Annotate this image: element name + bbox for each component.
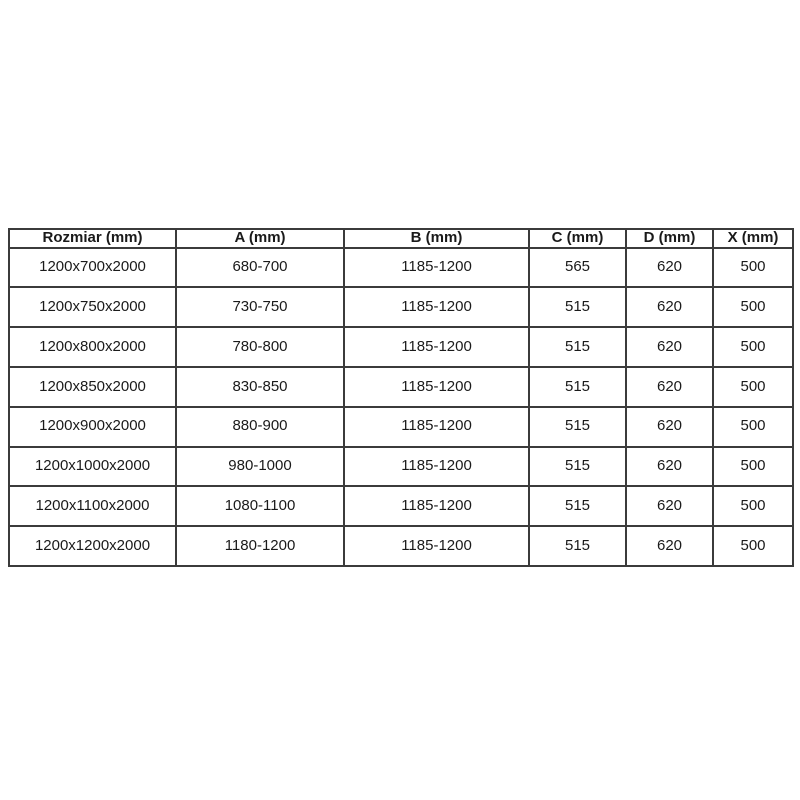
table-cell: 515 [528, 445, 627, 488]
table-cell: 1180-1200 [175, 525, 345, 567]
table-row: Rozmiar (mm) A (mm) B (mm) C (mm) D (mm) X (m… [8, 228, 794, 249]
table-cell: 620 [625, 246, 714, 289]
table-cell: 1080-1100 [175, 485, 345, 528]
column-header: Rozmiar (mm) [8, 228, 177, 249]
table-cell: 500 [712, 286, 794, 329]
table-cell: 515 [528, 405, 627, 448]
table-cell: 1185-1200 [343, 525, 530, 567]
table-body: 1200x700x2000 680-700 1185-1200 565 620 500 12… [8, 246, 794, 567]
table-cell: 1200x750x2000 [8, 286, 177, 329]
table-row: 1200x900x2000 880-900 1185-1200 515 620 500 [8, 405, 794, 448]
dimensions-table: Rozmiar (mm) A (mm) B (mm) C (mm) D (mm) X (m… [8, 228, 794, 567]
table-cell: 515 [528, 365, 627, 408]
table-row: 1200x1100x2000 1080-1100 1185-1200 515 620 50… [8, 485, 794, 528]
table-cell: 515 [528, 286, 627, 329]
table-row: 1200x700x2000 680-700 1185-1200 565 620 500 [8, 246, 794, 289]
table-cell: 1200x900x2000 [8, 405, 177, 448]
table-cell: 515 [528, 485, 627, 528]
table-cell: 830-850 [175, 365, 345, 408]
table-cell: 500 [712, 445, 794, 488]
table-row: 1200x800x2000 780-800 1185-1200 515 620 500 [8, 326, 794, 368]
table-cell: 500 [712, 525, 794, 567]
table-cell: 620 [625, 405, 714, 448]
table-cell: 515 [528, 326, 627, 368]
table-row: 1200x1000x2000 980-1000 1185-1200 515 620 500 [8, 445, 794, 488]
table-cell: 1200x1000x2000 [8, 445, 177, 488]
column-header: B (mm) [343, 228, 530, 249]
table-cell: 1200x700x2000 [8, 246, 177, 289]
table-cell: 680-700 [175, 246, 345, 289]
table-cell: 1200x1200x2000 [8, 525, 177, 567]
table-row: 1200x1200x2000 1180-1200 1185-1200 515 620 50… [8, 525, 794, 567]
table-cell: 1185-1200 [343, 405, 530, 448]
column-header: X (mm) [712, 228, 794, 249]
table-row: 1200x750x2000 730-750 1185-1200 515 620 500 [8, 286, 794, 329]
table-cell: 515 [528, 525, 627, 567]
table-cell: 620 [625, 445, 714, 488]
table-cell: 1185-1200 [343, 326, 530, 368]
table-cell: 1200x850x2000 [8, 365, 177, 408]
table-cell: 565 [528, 246, 627, 289]
table-cell: 1185-1200 [343, 365, 530, 408]
table-cell: 500 [712, 365, 794, 408]
table-cell: 1185-1200 [343, 246, 530, 289]
table-cell: 980-1000 [175, 445, 345, 488]
table-cell: 500 [712, 485, 794, 528]
table-cell: 1200x1100x2000 [8, 485, 177, 528]
column-header: C (mm) [528, 228, 627, 249]
table-cell: 620 [625, 525, 714, 567]
table-row: 1200x850x2000 830-850 1185-1200 515 620 500 [8, 365, 794, 408]
table-cell: 620 [625, 286, 714, 329]
table-cell: 500 [712, 246, 794, 289]
table-cell: 500 [712, 326, 794, 368]
table-cell: 730-750 [175, 286, 345, 329]
table-cell: 500 [712, 405, 794, 448]
table-cell: 1200x800x2000 [8, 326, 177, 368]
column-header: D (mm) [625, 228, 714, 249]
table-cell: 620 [625, 485, 714, 528]
column-header: A (mm) [175, 228, 345, 249]
table-cell: 1185-1200 [343, 286, 530, 329]
table-cell: 620 [625, 326, 714, 368]
table-cell: 880-900 [175, 405, 345, 448]
table-cell: 1185-1200 [343, 485, 530, 528]
table-cell: 780-800 [175, 326, 345, 368]
table-cell: 620 [625, 365, 714, 408]
table-header-row: Rozmiar (mm) A (mm) B (mm) C (mm) D (mm) X (m… [8, 228, 794, 249]
table-cell: 1185-1200 [343, 445, 530, 488]
